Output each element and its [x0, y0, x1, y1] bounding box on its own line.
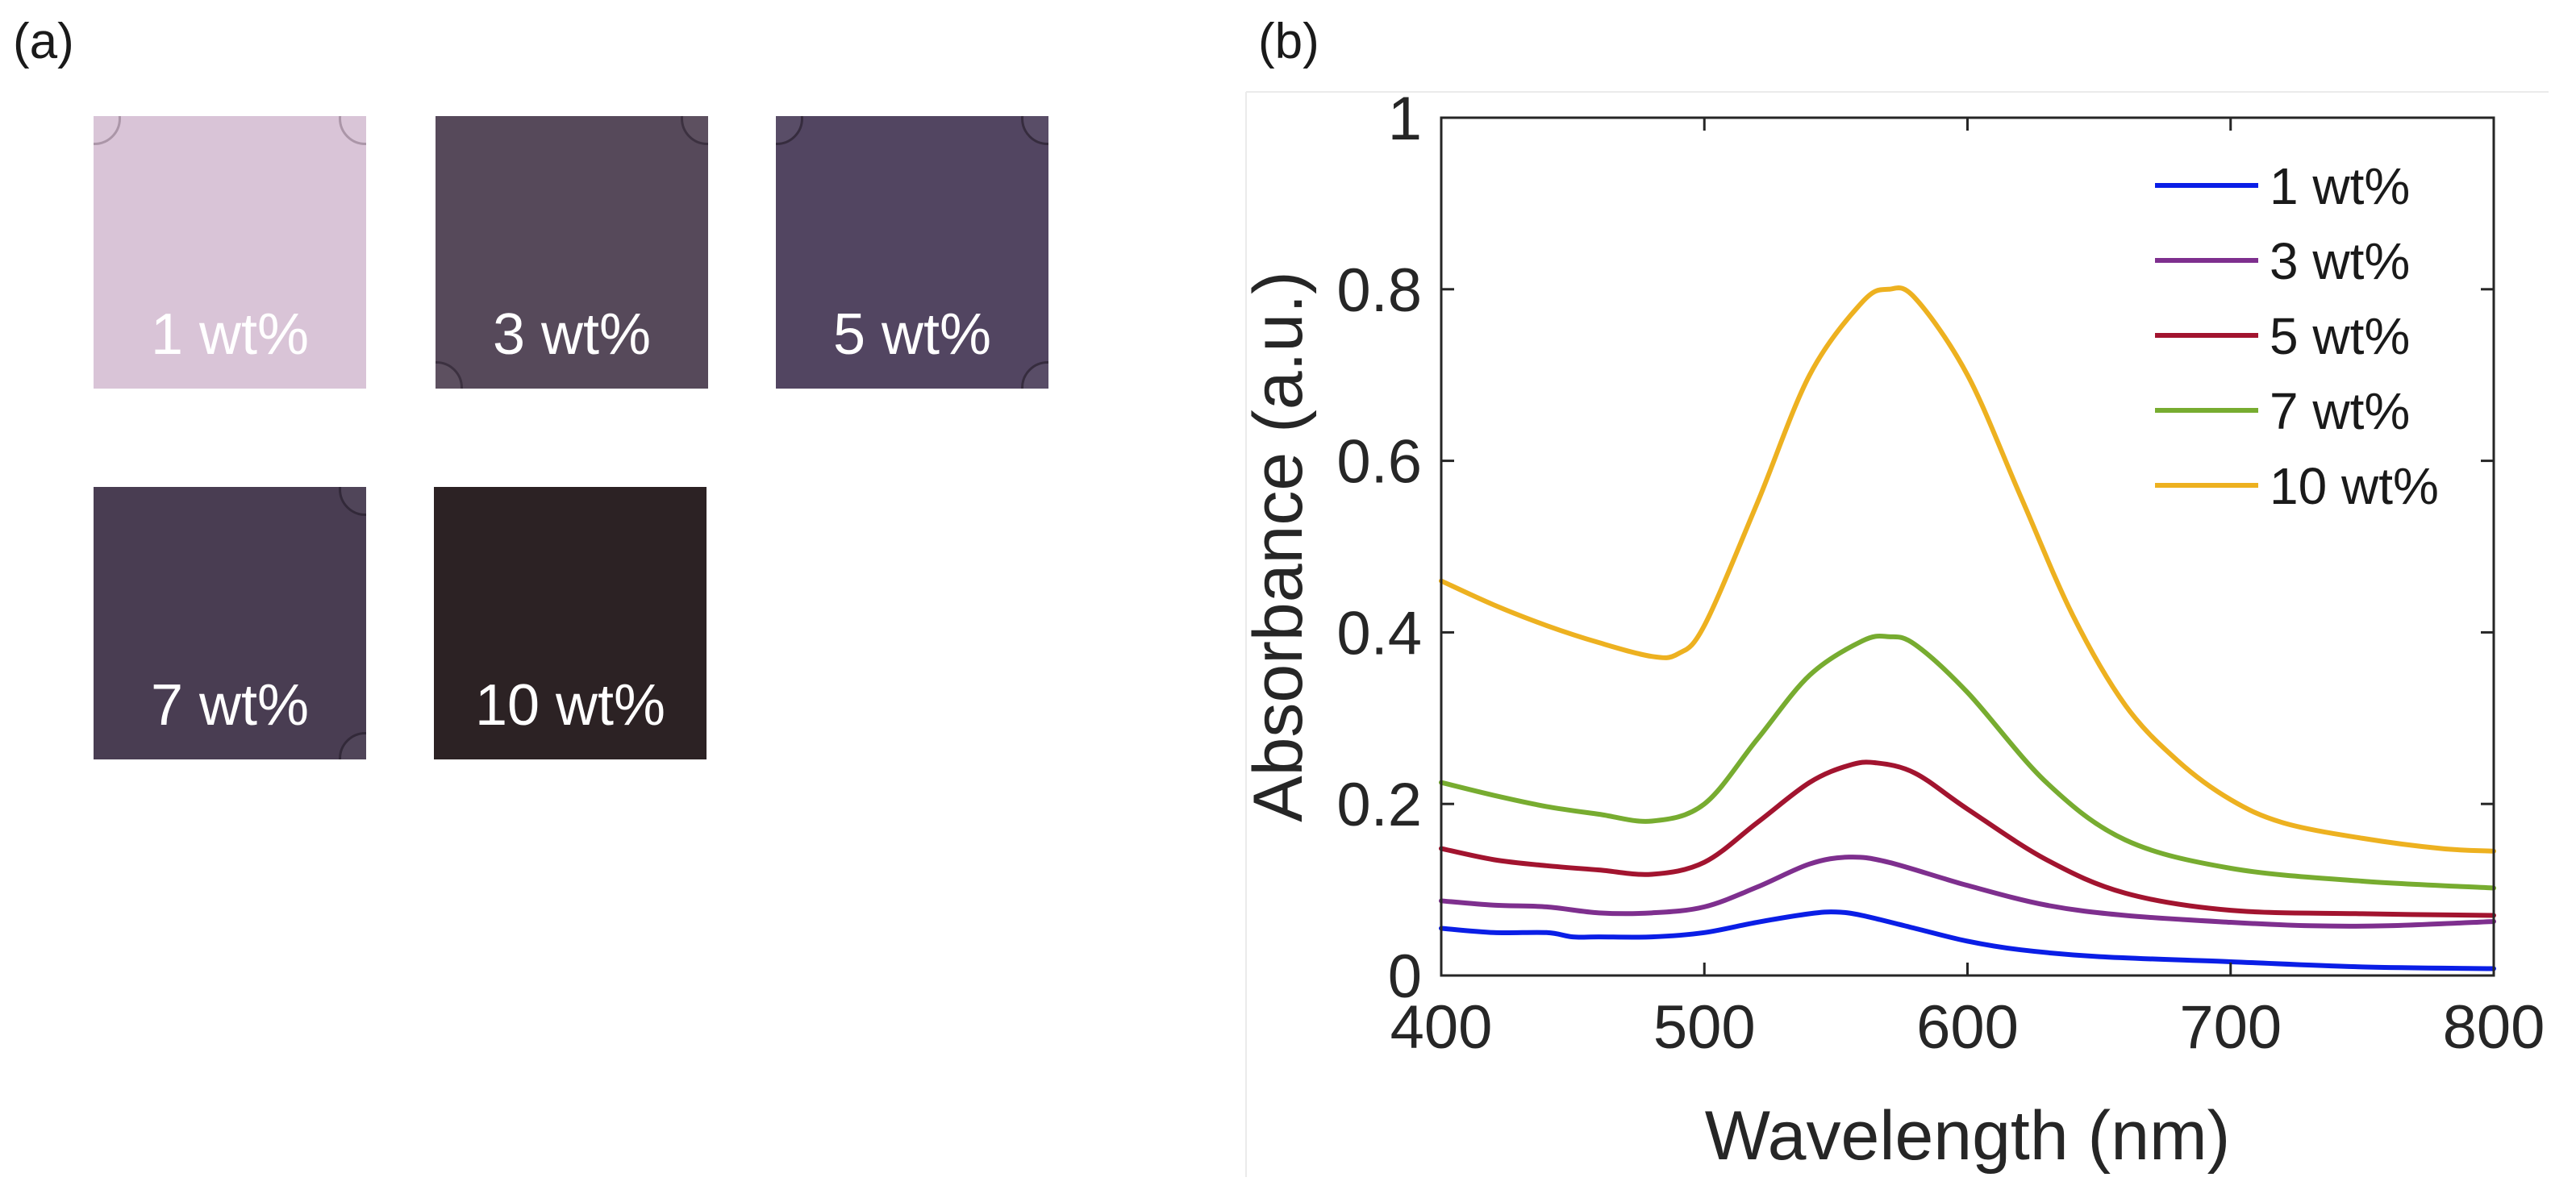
panel-b-label: (b)	[1258, 14, 1319, 69]
sample-tile-7wt: 7 wt%	[94, 487, 366, 759]
x-tick-label: 800	[2443, 993, 2545, 1062]
series-line-5-wt	[1439, 759, 2496, 918]
sample-tile-1wt: 1 wt%	[94, 116, 366, 389]
x-tick-label: 500	[1653, 993, 1756, 1062]
legend-label: 10 wt%	[2270, 457, 2439, 515]
x-tick-label: 400	[1390, 993, 1493, 1062]
y-tick-label: 0.2	[1336, 771, 1422, 839]
sample-tile-5wt: 5 wt%	[776, 116, 1048, 389]
sample-label: 10 wt%	[474, 673, 666, 738]
y-axis-title: Absorbance (a.u.)	[1240, 271, 1317, 822]
y-tick-label: 0.4	[1336, 599, 1422, 668]
series-line-10-wt	[1439, 285, 2496, 854]
sample-label: 5 wt%	[832, 302, 992, 367]
series-layer	[1439, 285, 2496, 971]
series-line-3-wt	[1439, 855, 2496, 929]
sample-tile-3wt: 3 wt%	[436, 116, 708, 389]
y-tick-label: 1	[1388, 85, 1422, 153]
sample-label: 3 wt%	[492, 302, 652, 367]
legend-label: 3 wt%	[2270, 232, 2410, 290]
series-line-1-wt	[1439, 909, 2496, 971]
sample-label: 1 wt%	[150, 302, 310, 367]
legend-label: 7 wt%	[2270, 382, 2410, 440]
y-tick-label: 0.6	[1336, 428, 1422, 497]
y-tick-label: 0	[1388, 942, 1422, 1011]
axes-layer: 400 500 600 700 800 0 0.2 0.4 0.6 0.8 1	[1336, 85, 2545, 1062]
legend: 1 wt% 3 wt% 5 wt% 7 wt% 10 wt%	[2155, 157, 2439, 515]
panel-a-label: (a)	[13, 14, 74, 69]
x-axis-title: Wavelength (nm)	[1705, 1097, 2231, 1175]
legend-label: 1 wt%	[2270, 157, 2410, 215]
legend-label: 5 wt%	[2270, 307, 2410, 365]
sample-label: 7 wt%	[150, 673, 310, 738]
series-line-7-wt	[1439, 633, 2496, 891]
sample-tile-10wt: 10 wt%	[434, 487, 707, 759]
x-tick-label: 700	[2179, 993, 2282, 1062]
y-tick-label: 0.8	[1336, 256, 1422, 325]
x-tick-label: 600	[1916, 993, 2019, 1062]
